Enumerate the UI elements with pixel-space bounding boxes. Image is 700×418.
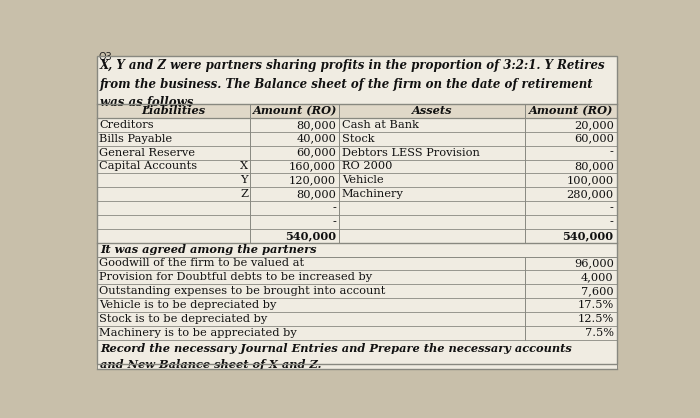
Text: 80,000: 80,000 (574, 161, 614, 171)
Text: Vehicle is to be depreciated by: Vehicle is to be depreciated by (99, 300, 276, 310)
Text: Capital Accounts: Capital Accounts (99, 161, 197, 171)
FancyBboxPatch shape (97, 340, 617, 369)
Text: X: X (240, 161, 248, 171)
FancyBboxPatch shape (97, 298, 617, 312)
FancyBboxPatch shape (97, 326, 617, 340)
Text: 17.5%: 17.5% (578, 300, 614, 310)
Text: Goodwill of the firm to be valued at: Goodwill of the firm to be valued at (99, 258, 304, 268)
Text: Machinery is to be appreciated by: Machinery is to be appreciated by (99, 328, 297, 338)
Text: Vehicle: Vehicle (342, 175, 384, 185)
Text: 12.5%: 12.5% (578, 314, 614, 324)
Text: 60,000: 60,000 (296, 148, 336, 158)
FancyBboxPatch shape (97, 312, 617, 326)
Text: X, Y and Z were partners sharing profits in the proportion of 3:2:1. Y Retires
f: X, Y and Z were partners sharing profits… (100, 59, 606, 110)
Text: 4,000: 4,000 (581, 272, 614, 282)
Text: 40,000: 40,000 (296, 134, 336, 144)
FancyBboxPatch shape (97, 215, 617, 229)
FancyBboxPatch shape (97, 56, 617, 364)
FancyBboxPatch shape (97, 160, 617, 173)
Text: 80,000: 80,000 (296, 189, 336, 199)
Text: 7.5%: 7.5% (584, 328, 614, 338)
Text: Stock: Stock (342, 134, 374, 144)
Text: Debtors LESS Provision: Debtors LESS Provision (342, 148, 480, 158)
Text: 20,000: 20,000 (574, 120, 614, 130)
FancyBboxPatch shape (97, 229, 617, 243)
Text: 7,600: 7,600 (581, 286, 614, 296)
Text: Z: Z (240, 189, 248, 199)
Text: Liabilities: Liabilities (141, 105, 206, 117)
Text: 120,000: 120,000 (289, 175, 336, 185)
FancyBboxPatch shape (97, 145, 617, 160)
Text: -: - (332, 217, 336, 227)
FancyBboxPatch shape (97, 132, 617, 145)
Text: Cash at Bank: Cash at Bank (342, 120, 419, 130)
Text: Q3: Q3 (98, 53, 112, 62)
FancyBboxPatch shape (97, 257, 617, 270)
Text: Bills Payable: Bills Payable (99, 134, 172, 144)
Text: Machinery: Machinery (342, 189, 404, 199)
Text: RO 2000: RO 2000 (342, 161, 392, 171)
Text: 96,000: 96,000 (574, 258, 614, 268)
Text: 540,000: 540,000 (563, 230, 614, 241)
Text: -: - (610, 217, 614, 227)
Text: Provision for Doubtful debts to be increased by: Provision for Doubtful debts to be incre… (99, 272, 372, 282)
Text: -: - (610, 203, 614, 213)
FancyBboxPatch shape (97, 173, 617, 187)
Text: 60,000: 60,000 (574, 134, 614, 144)
Text: 160,000: 160,000 (289, 161, 336, 171)
Text: General Reserve: General Reserve (99, 148, 195, 158)
Text: Outstanding expenses to be brought into account: Outstanding expenses to be brought into … (99, 286, 386, 296)
FancyBboxPatch shape (97, 104, 617, 118)
FancyBboxPatch shape (97, 284, 617, 298)
FancyBboxPatch shape (97, 243, 617, 257)
FancyBboxPatch shape (97, 201, 617, 215)
FancyBboxPatch shape (97, 270, 617, 284)
Text: Amount (RO): Amount (RO) (529, 105, 613, 117)
Text: Assets: Assets (412, 105, 453, 117)
Text: Stock is to be depreciated by: Stock is to be depreciated by (99, 314, 267, 324)
Text: Record the necessary Journal Entries and Prepare the necessary accounts
and New : Record the necessary Journal Entries and… (100, 343, 572, 370)
FancyBboxPatch shape (97, 187, 617, 201)
Text: 80,000: 80,000 (296, 120, 336, 130)
Text: Creditors: Creditors (99, 120, 154, 130)
Text: It was agreed among the partners: It was agreed among the partners (100, 244, 316, 255)
Text: -: - (332, 203, 336, 213)
Text: 100,000: 100,000 (566, 175, 614, 185)
Text: 280,000: 280,000 (566, 189, 614, 199)
Text: -: - (610, 148, 614, 158)
Text: 540,000: 540,000 (285, 230, 336, 241)
Text: Amount (RO): Amount (RO) (253, 105, 337, 117)
Text: Y: Y (240, 175, 248, 185)
FancyBboxPatch shape (97, 118, 617, 132)
